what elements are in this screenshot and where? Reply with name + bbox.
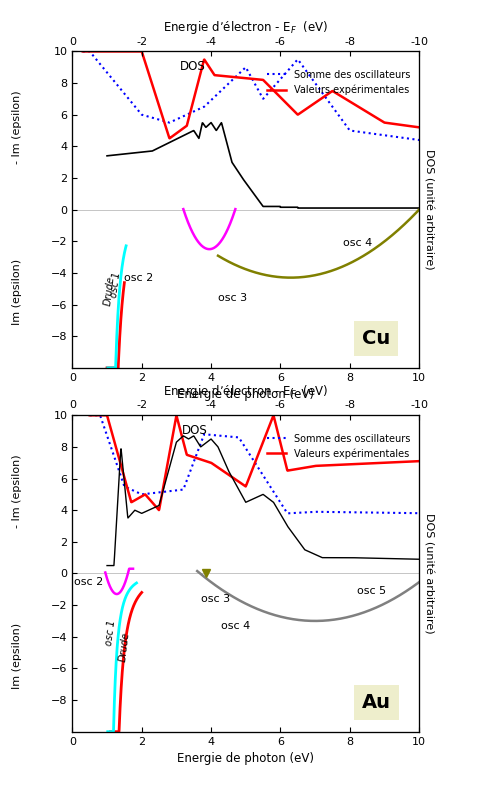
Text: DOS: DOS (180, 60, 206, 74)
Text: osc 2: osc 2 (124, 273, 154, 283)
Text: osc 4: osc 4 (222, 621, 250, 631)
Y-axis label: DOS (unité arbitraire): DOS (unité arbitraire) (423, 149, 433, 270)
Text: osc 3: osc 3 (218, 293, 247, 304)
Legend: Somme des oscillateurs, Valeurs expérimentales: Somme des oscillateurs, Valeurs expérime… (263, 430, 414, 463)
Text: - Im (epsilon): - Im (epsilon) (12, 90, 22, 165)
X-axis label: Energie de photon (eV): Energie de photon (eV) (177, 752, 314, 765)
Text: Drude: Drude (117, 632, 131, 663)
Text: Im (epsilon): Im (epsilon) (12, 259, 22, 325)
Text: osc 4: osc 4 (343, 238, 372, 248)
Text: Cu: Cu (362, 329, 390, 348)
X-axis label: Energie de photon (eV): Energie de photon (eV) (177, 388, 314, 401)
Text: osc 1: osc 1 (109, 272, 122, 299)
Text: - Im (epsilon): - Im (epsilon) (12, 454, 22, 528)
Text: osc 1: osc 1 (104, 620, 117, 647)
Text: osc 5: osc 5 (357, 586, 386, 596)
Text: Drude: Drude (102, 276, 116, 307)
Y-axis label: DOS (unité arbitraire): DOS (unité arbitraire) (423, 513, 433, 634)
Text: Im (epsilon): Im (epsilon) (12, 623, 22, 689)
Text: osc 3: osc 3 (201, 594, 230, 604)
Text: Au: Au (362, 693, 391, 712)
Legend: Somme des oscillateurs, Valeurs expérimentales: Somme des oscillateurs, Valeurs expérime… (263, 66, 414, 99)
Text: osc 2: osc 2 (74, 577, 103, 587)
Text: DOS: DOS (182, 424, 208, 437)
X-axis label: Energie d’électron - E$_F$  (eV): Energie d’électron - E$_F$ (eV) (163, 383, 328, 400)
X-axis label: Energie d’électron - E$_F$  (eV): Energie d’électron - E$_F$ (eV) (163, 19, 328, 36)
